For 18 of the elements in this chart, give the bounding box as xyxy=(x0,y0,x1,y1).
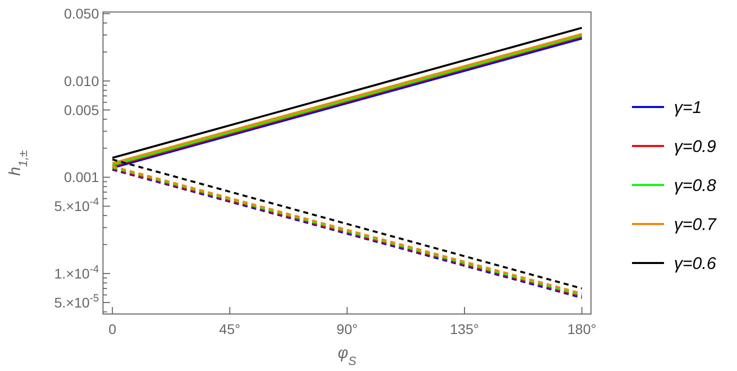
x-tick-label: 180° xyxy=(567,321,596,337)
x-axis-title: φ$_{S}$ xyxy=(338,345,356,368)
legend-label: γ=0.8 xyxy=(674,176,717,195)
y-tick-label: 0.050 xyxy=(64,6,100,22)
x-tick-label: 135° xyxy=(450,321,479,337)
x-tick-label: 90° xyxy=(336,321,358,337)
y-tick-label: 5.×10$^{-4}$ xyxy=(54,196,100,214)
x-tick-label: 45° xyxy=(219,321,240,337)
x-tick-label: 0 xyxy=(108,321,116,337)
y-tick-label: 0.001 xyxy=(64,169,100,186)
legend-label: γ=1 xyxy=(674,98,702,117)
y-tick-label: 0.005 xyxy=(64,102,100,118)
legend-label: γ=0.9 xyxy=(674,137,717,156)
legend-label: γ=0.6 xyxy=(674,254,717,273)
y-tick-label: 1.×10$^{-4}$ xyxy=(54,264,100,282)
legend-label: γ=0.7 xyxy=(674,215,717,234)
y-tick-label: 5.×10$^{-5}$ xyxy=(54,292,100,311)
y-tick-label: 0.010 xyxy=(64,72,100,89)
